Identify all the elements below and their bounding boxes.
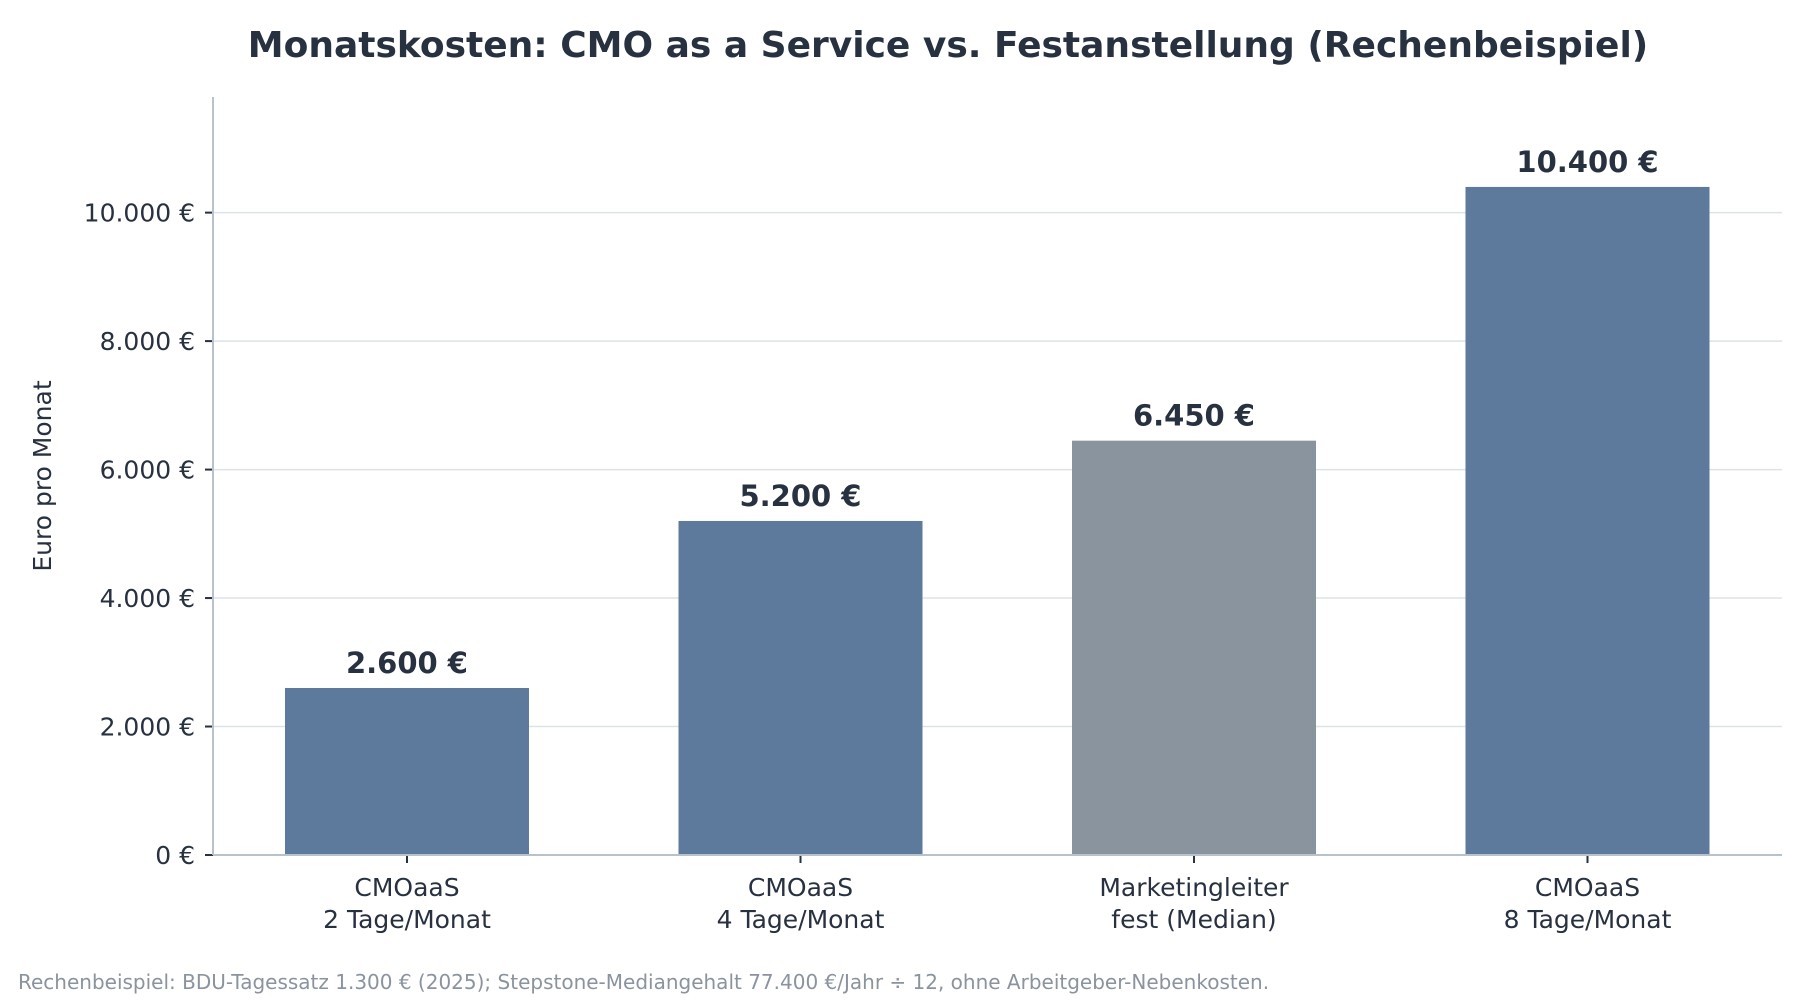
y-tick-label: 8.000 € — [100, 327, 195, 356]
footnote: Rechenbeispiel: BDU-Tagessatz 1.300 € (2… — [18, 970, 1269, 994]
x-tick-label: Marketingleiter fest (Median) — [1099, 873, 1289, 934]
x-tick-label: CMOaaS 8 Tage/Monat — [1504, 873, 1672, 934]
y-tick-label: 6.000 € — [100, 456, 195, 485]
y-tick-label: 2.000 € — [100, 713, 195, 742]
y-tick-label: 10.000 € — [84, 199, 195, 228]
axes — [205, 97, 1782, 863]
bar — [1072, 440, 1316, 855]
x-tick-label: CMOaaS 2 Tage/Monat — [323, 873, 491, 934]
data-label: 2.600 € — [346, 646, 468, 680]
bar — [285, 687, 529, 855]
data-label: 6.450 € — [1133, 399, 1255, 433]
x-tick-label: CMOaaS 4 Tage/Monat — [717, 873, 885, 934]
y-axis-label: Euro pro Monat — [28, 380, 57, 571]
bar — [1465, 186, 1710, 856]
bar — [678, 520, 923, 855]
data-label: 5.200 € — [739, 479, 861, 513]
y-tick-label: 0 € — [155, 841, 195, 870]
y-tick-label: 4.000 € — [100, 584, 195, 613]
labels: 0 € 2.000 € 4.000 € 6.000 € 8.000 € 10.000 € 2… — [84, 145, 1672, 934]
chart-title: Monatskosten: CMO as a Service vs. Festa… — [248, 25, 1648, 66]
data-label: 10.400 € — [1516, 145, 1658, 179]
bars — [285, 186, 1710, 856]
